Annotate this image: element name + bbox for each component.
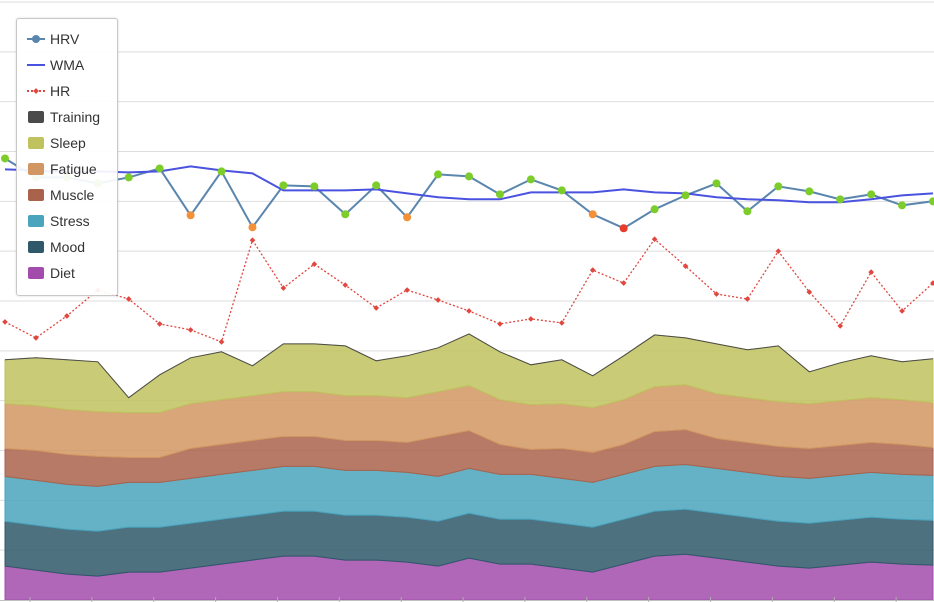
hr-point	[249, 237, 256, 244]
hr-point	[156, 321, 163, 327]
line-hrv	[4, 157, 934, 230]
legend-label: Sleep	[50, 135, 86, 151]
hrv-point	[929, 197, 934, 206]
hrv-point	[836, 195, 845, 204]
hrv-point	[155, 164, 164, 173]
legend-label: Stress	[50, 213, 90, 229]
line-hr	[4, 238, 934, 343]
fatigue-swatch-icon	[27, 162, 45, 176]
hr-point	[868, 269, 874, 275]
hr-point	[682, 263, 689, 269]
hr-point	[187, 327, 194, 333]
hr-point	[899, 308, 905, 314]
legend-label: Mood	[50, 239, 86, 255]
x-axis	[0, 597, 934, 602]
hr-point	[589, 267, 596, 273]
hrv-point	[743, 207, 752, 216]
hr-dotted-line-icon	[27, 84, 45, 98]
muscle-swatch-icon	[27, 188, 45, 202]
legend-label: Fatigue	[50, 161, 97, 177]
legend-item-hrv[interactable]: HRV	[27, 29, 117, 49]
legend-item-sleep[interactable]: Sleep	[27, 133, 117, 153]
hrv-point	[557, 186, 566, 195]
legend-item-fatigue[interactable]: Fatigue	[27, 159, 117, 179]
legend-item-diet[interactable]: Diet	[27, 263, 117, 283]
legend-label: HRV	[50, 31, 80, 47]
data-points	[1, 154, 934, 345]
hr-point	[744, 296, 751, 302]
hr-point	[466, 308, 472, 314]
legend-label: Diet	[50, 265, 75, 281]
hrv-point	[434, 170, 443, 179]
legend-item-wma[interactable]: WMA	[27, 55, 117, 75]
hr-point	[651, 236, 658, 243]
hr-point	[837, 323, 844, 329]
hr-point	[558, 320, 565, 326]
hrv-point	[248, 223, 257, 232]
hrv-point	[279, 181, 288, 190]
hr-point	[620, 280, 627, 286]
hrv-point	[650, 205, 659, 214]
hr-point	[775, 248, 782, 254]
hrv-point	[867, 190, 876, 199]
training-swatch-icon	[27, 110, 45, 124]
hrv-point	[403, 213, 412, 222]
line-series	[4, 157, 934, 343]
legend-label: Muscle	[50, 187, 95, 203]
hrv-point	[526, 175, 535, 184]
hrv-point	[217, 167, 226, 176]
legend-label: WMA	[50, 57, 85, 73]
mood-swatch-icon	[27, 240, 45, 254]
legend-item-hr[interactable]: HR	[27, 81, 117, 101]
hr-point	[806, 289, 813, 295]
hr-point	[373, 305, 380, 311]
hrv-point	[124, 173, 133, 182]
hrv-point	[310, 182, 319, 191]
line-wma	[4, 165, 934, 204]
hr-point	[342, 282, 349, 288]
hrv-point	[681, 191, 690, 200]
legend-item-mood[interactable]: Mood	[27, 237, 117, 257]
legend-item-stress[interactable]: Stress	[27, 211, 117, 231]
stress-swatch-icon	[27, 214, 45, 228]
hrv-point	[805, 187, 814, 196]
hrv-point	[372, 181, 381, 190]
hrv-point	[619, 224, 628, 233]
hr-point	[713, 291, 720, 297]
hr-point	[125, 296, 132, 302]
legend-item-training[interactable]: Training	[27, 107, 117, 127]
hr-point	[64, 313, 70, 319]
hrv-point	[712, 179, 721, 188]
hr-point	[311, 261, 318, 267]
wma-line-icon	[27, 58, 45, 72]
hrv-point	[588, 210, 597, 219]
hr-point	[2, 319, 8, 325]
hr-point	[280, 285, 287, 291]
legend-item-muscle[interactable]: Muscle	[27, 185, 117, 205]
hrv-point	[1, 154, 9, 163]
diet-swatch-icon	[27, 266, 45, 280]
stacked-areas	[4, 333, 934, 601]
hr-point	[497, 321, 503, 327]
hrv-point	[465, 172, 473, 181]
hr-point	[218, 339, 225, 345]
hr-point	[930, 280, 934, 286]
hr-point	[404, 287, 410, 293]
hrv-point	[186, 211, 195, 220]
area-training	[4, 333, 934, 399]
legend-label: HR	[50, 83, 71, 99]
hrv-point	[495, 190, 504, 199]
hrv-point	[898, 201, 907, 210]
hrv-point	[774, 182, 783, 191]
legend: HRV WMA HR Training Sleep Fatigue Muscle…	[16, 18, 118, 296]
hrv-line-icon	[27, 32, 45, 46]
legend-label: Training	[50, 109, 101, 125]
sleep-swatch-icon	[27, 136, 45, 150]
hr-point	[435, 297, 441, 303]
hr-point	[528, 316, 534, 322]
hrv-point	[341, 210, 350, 219]
